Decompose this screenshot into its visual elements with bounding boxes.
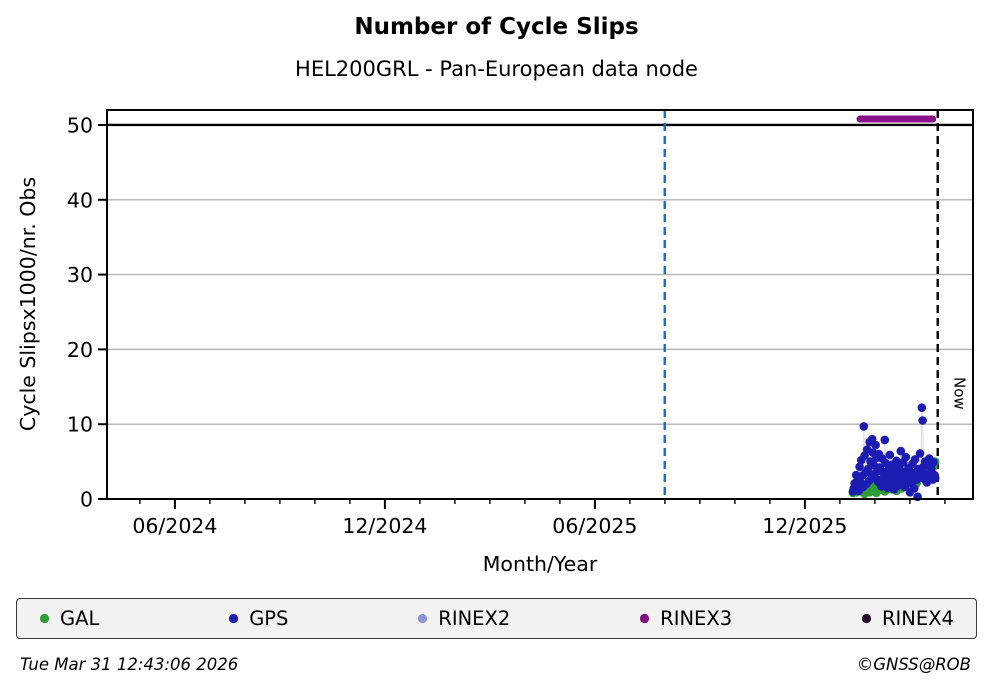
- plot-timestamp: Tue Mar 31 12:43:06 2026: [20, 655, 239, 674]
- rinex4-marker-icon: [861, 613, 872, 624]
- plot-area: Now 0 10 20 30 40 50 06/2024 12/2024 06/2025 12/20…: [67, 109, 974, 538]
- scatter-point-gps: [880, 435, 890, 445]
- x-tick-label: 12/2025: [762, 514, 847, 538]
- scatter-point-gps: [917, 403, 927, 413]
- scatter-point-gps: [929, 458, 938, 467]
- scatter-point-gps: [918, 416, 927, 425]
- copyright-credit: ©GNSS@ROB: [856, 655, 971, 674]
- legend-item-rinex4: RINEX4: [861, 607, 954, 630]
- scatter-point-gps: [881, 458, 890, 468]
- legend-label-rinex4: RINEX4: [881, 607, 954, 630]
- x-axis-label: Month/Year: [482, 552, 598, 576]
- x-tick-label: 06/2024: [132, 514, 217, 538]
- legend-item-rinex2: RINEX2: [417, 607, 510, 630]
- x-tick-label: 12/2024: [342, 514, 427, 538]
- rinex3-marker-icon: [640, 613, 650, 624]
- scatter-point-gps: [915, 449, 925, 458]
- legend-label-rinex2: RINEX2: [438, 607, 511, 630]
- legend-item-gps: GPS: [228, 607, 288, 630]
- chart-subtitle: HEL200GRL - Pan-European data node: [295, 57, 698, 81]
- y-axis-label: Cycle Slipsx1000/nr. Obs: [16, 176, 40, 432]
- legend-label-gps: GPS: [249, 607, 289, 630]
- scatter-point-gps: [910, 455, 920, 464]
- scatter-point-gps: [885, 450, 895, 460]
- gal-marker-icon: [39, 613, 50, 624]
- scatter-point-gps: [901, 452, 911, 462]
- scatter-point-gps: [896, 446, 906, 456]
- y-tick-label: 20: [67, 338, 93, 362]
- y-tick-label: 0: [80, 488, 93, 512]
- y-tick-label: 50: [67, 113, 93, 137]
- legend-label-rinex3: RINEX3: [660, 607, 733, 630]
- now-label: Now: [951, 377, 969, 410]
- legend-label-gal: GAL: [60, 607, 100, 630]
- scatter-point-gps: [930, 473, 940, 483]
- legend-item-gal: GAL: [39, 607, 99, 630]
- scatter-point-gps: [871, 440, 880, 450]
- legend: GAL GPS RINEX2 RINEX3 RINEX4: [16, 598, 977, 639]
- scatter-point-gps: [909, 484, 919, 493]
- chart-title: Number of Cycle Slips: [354, 14, 639, 40]
- legend-item-rinex3: RINEX3: [639, 607, 732, 630]
- rinex2-marker-icon: [418, 613, 428, 624]
- x-tick-label: 06/2025: [552, 514, 637, 538]
- gps-marker-icon: [229, 613, 239, 624]
- y-tick-label: 30: [67, 263, 93, 287]
- y-tick-label: 40: [67, 188, 93, 212]
- y-tick-label: 10: [67, 413, 93, 437]
- scatter-point-gps: [859, 422, 869, 431]
- plot-border: [106, 109, 974, 500]
- scatter-point-gps: [855, 462, 864, 472]
